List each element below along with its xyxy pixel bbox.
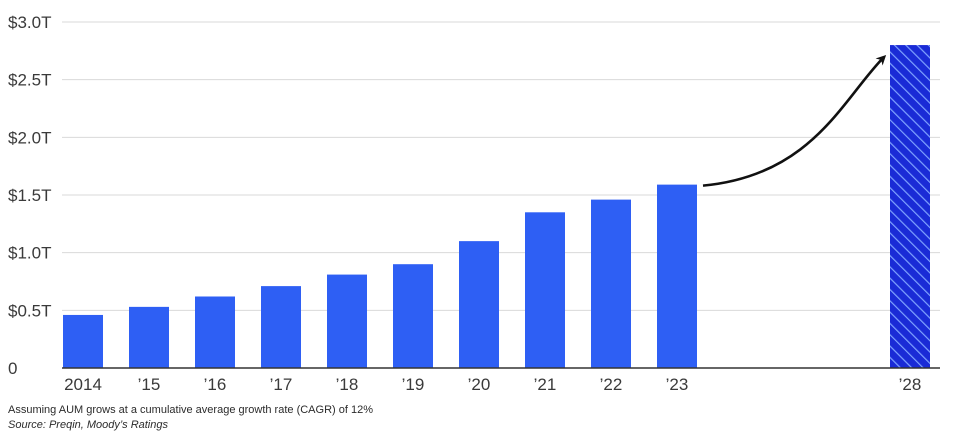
bar-chart: 0 $0.5T $1.0T $1.5T $2.0T $2.5T $3.0T 2014 ’15 ’… [8,13,940,394]
x-tick-label: ’28 [899,375,922,394]
source-footnote: Source: Preqin, Moody’s Ratings [8,419,168,431]
y-tick-label: $1.5T [8,186,51,205]
x-tick-label: ’23 [666,375,689,394]
bar [525,212,565,368]
bar [327,274,367,368]
bar [459,241,499,368]
bar [591,199,631,368]
gridlines [62,21,940,311]
bars [63,45,930,369]
projected-bar [890,45,930,369]
x-tick-label: ’15 [138,375,161,394]
bar [261,286,301,368]
bar [657,184,697,368]
bar [63,314,103,368]
x-tick-label: ’16 [204,375,227,394]
x-tick-label: ’22 [600,375,623,394]
bar [393,264,433,368]
bar [195,296,235,368]
bar [129,306,169,368]
cagr-footnote: Assuming AUM grows at a cumulative avera… [8,404,373,416]
y-tick-label: $3.0T [8,13,51,32]
y-tick-label: $1.0T [8,244,51,263]
x-tick-label: ’20 [468,375,491,394]
growth-arrow [702,54,887,187]
y-axis-ticks: 0 $0.5T $1.0T $1.5T $2.0T $2.5T $3.0T [8,13,51,378]
y-tick-label: $0.5T [8,301,51,320]
y-tick-label: $2.0T [8,128,51,147]
x-tick-label: ’19 [402,375,425,394]
y-tick-label: $2.5T [8,71,51,90]
x-tick-label: ’21 [534,375,557,394]
y-tick-label: 0 [8,359,17,378]
x-tick-label: ’17 [270,375,293,394]
x-tick-label: ’18 [336,375,359,394]
x-axis-ticks: 2014 ’15 ’16 ’17 ’18 ’19 ’20 ’21 ’22 ’23 ’28 [64,375,921,394]
x-tick-label: 2014 [64,375,102,394]
